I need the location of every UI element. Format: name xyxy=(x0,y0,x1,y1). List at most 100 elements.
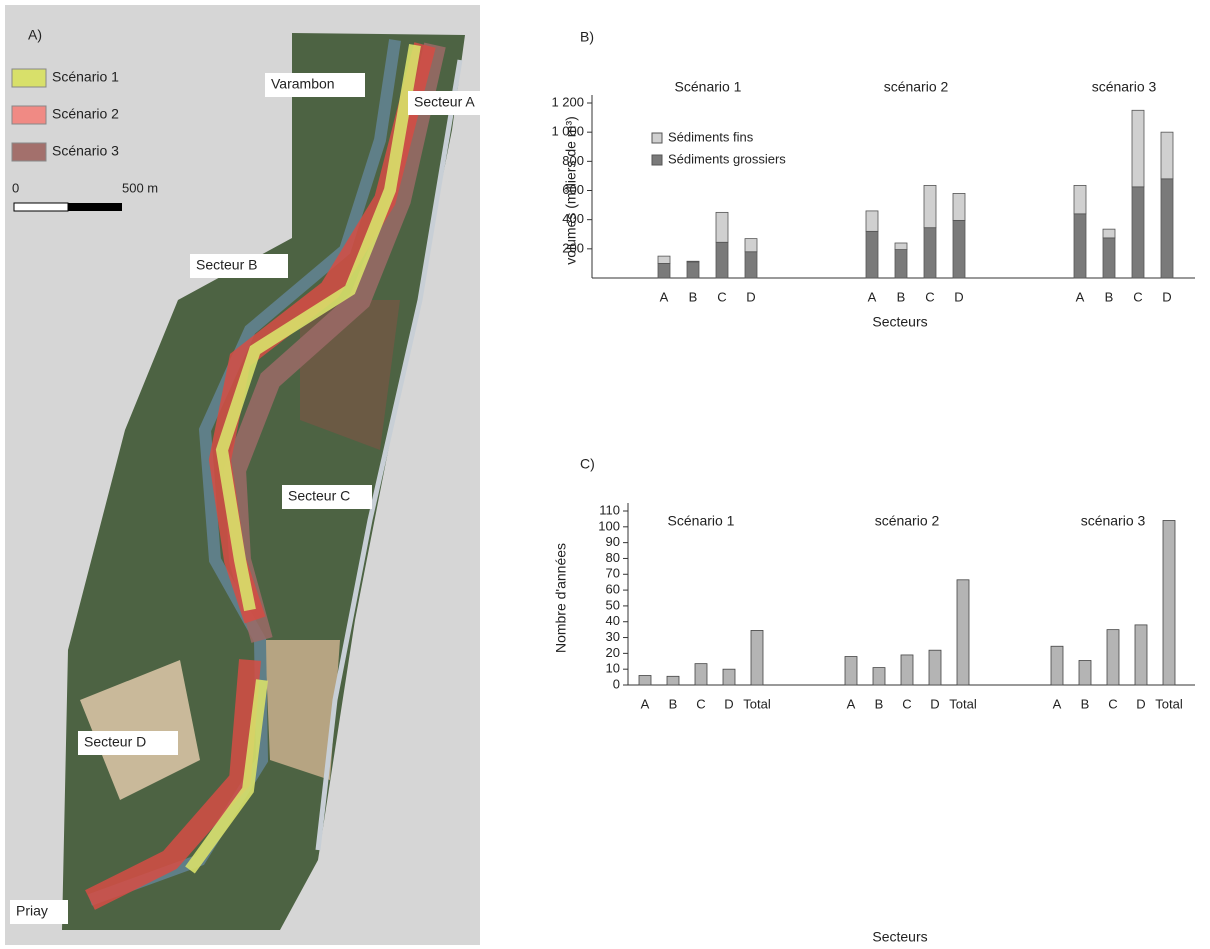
x-tick-label: D xyxy=(724,696,733,711)
x-tick-label: B xyxy=(1105,289,1114,304)
x-tick-label: A xyxy=(1076,289,1085,304)
bar-segment xyxy=(923,184,937,229)
x-tick-label: B xyxy=(1081,696,1090,711)
y-tick-label: 70 xyxy=(606,566,620,581)
x-tick-label: A xyxy=(660,289,669,304)
place-label: Secteur A xyxy=(414,94,475,110)
bar-segment xyxy=(952,193,966,221)
place-label: Secteur C xyxy=(288,488,350,504)
legend-label: Sédiments grossiers xyxy=(668,151,786,166)
bar-segment xyxy=(923,227,937,279)
x-tick-label: C xyxy=(902,696,911,711)
bar xyxy=(694,663,708,686)
field xyxy=(265,640,340,780)
bar-segment xyxy=(1131,186,1145,279)
legend-label: Scénario 3 xyxy=(52,143,119,159)
bar-segment xyxy=(865,230,879,279)
bar xyxy=(956,579,970,686)
x-tick-label: Total xyxy=(743,696,771,711)
x-tick-label: D xyxy=(746,289,755,304)
scenario-1-zone xyxy=(185,43,421,874)
legend-swatch xyxy=(651,132,663,144)
x-tick-label: B xyxy=(897,289,906,304)
y-tick-label: 50 xyxy=(606,597,620,612)
y-tick-label: 40 xyxy=(606,613,620,628)
y-axis-title: Nombre d'années xyxy=(553,543,569,653)
place-label: Secteur D xyxy=(84,734,146,750)
x-tick-label: C xyxy=(1108,696,1117,711)
x-axis-title: Secteurs xyxy=(872,929,927,945)
x-tick-label: A xyxy=(847,696,856,711)
bar-segment xyxy=(865,210,879,232)
group-label: scénario 3 xyxy=(1081,513,1146,529)
x-tick-label: A xyxy=(868,289,877,304)
y-tick-label: 90 xyxy=(606,534,620,549)
x-tick-label: D xyxy=(1136,696,1145,711)
place-box xyxy=(10,900,68,924)
x-tick-label: B xyxy=(689,289,698,304)
panel-label: B) xyxy=(580,29,594,45)
group-label: Scénario 1 xyxy=(668,513,735,529)
x-tick-label: B xyxy=(875,696,884,711)
bar-segment xyxy=(686,261,700,279)
y-tick-label: 60 xyxy=(606,582,620,597)
bar xyxy=(722,668,736,686)
scale-label: 500 m xyxy=(122,180,158,195)
x-tick-label: D xyxy=(954,289,963,304)
scale-bar xyxy=(13,202,69,212)
bar-segment xyxy=(715,241,729,279)
x-tick-label: A xyxy=(1053,696,1062,711)
y-tick-label: 400 xyxy=(562,211,584,226)
x-tick-label: Total xyxy=(1155,696,1183,711)
x-tick-label: C xyxy=(925,289,934,304)
x-tick-label: Total xyxy=(949,696,977,711)
bar xyxy=(750,630,764,686)
bar-segment xyxy=(744,238,758,253)
y-tick-label: 200 xyxy=(562,240,584,255)
legend-swatch xyxy=(11,142,47,162)
place-labels: Varambon Secteur A Secteur B Secteur C Secte… xyxy=(10,73,496,924)
y-axis-title: volumes (milliers de m³) xyxy=(563,116,579,265)
bar xyxy=(638,675,652,686)
y-tick-label: 0 xyxy=(613,676,620,691)
bar-segment xyxy=(894,249,908,279)
y-tick-label: 1 000 xyxy=(551,124,584,139)
bar xyxy=(928,649,942,686)
bar-segment xyxy=(1102,228,1116,239)
bar-segment xyxy=(715,211,729,243)
bar-segment xyxy=(657,255,671,264)
bar-segment xyxy=(1160,178,1174,279)
bar xyxy=(1050,645,1064,686)
place-box xyxy=(190,254,288,278)
bar xyxy=(900,654,914,686)
scale-bar xyxy=(68,203,122,211)
bar-segment xyxy=(657,263,671,279)
group-label: scénario 3 xyxy=(1092,79,1157,95)
panel-label: A) xyxy=(28,27,42,43)
x-tick-label: C xyxy=(696,696,705,711)
legend-swatch xyxy=(11,105,47,125)
y-tick-label: 100 xyxy=(598,518,620,533)
place-label: Varambon xyxy=(271,76,335,92)
bar-segment xyxy=(744,251,758,279)
y-tick-label: 20 xyxy=(606,645,620,660)
bar xyxy=(1134,624,1148,686)
y-tick-label: 1 200 xyxy=(551,94,584,109)
road xyxy=(315,59,463,851)
legend-swatch xyxy=(651,154,663,166)
scale-label: 0 xyxy=(12,180,19,195)
y-tick-label: 80 xyxy=(606,550,620,565)
map-legend: Scénario 1 Scénario 2 Scénario 3 xyxy=(11,68,119,162)
y-tick-label: 10 xyxy=(606,661,620,676)
x-tick-label: D xyxy=(1162,289,1171,304)
place-box xyxy=(282,485,372,509)
x-tick-label: C xyxy=(717,289,726,304)
bar xyxy=(1078,660,1092,686)
bar-segment xyxy=(1131,109,1145,188)
x-axis-title: Secteurs xyxy=(872,314,927,330)
place-label: Priay xyxy=(16,903,48,919)
y-tick-label: 30 xyxy=(606,629,620,644)
group-label: scénario 2 xyxy=(875,513,940,529)
bar xyxy=(1106,629,1120,686)
